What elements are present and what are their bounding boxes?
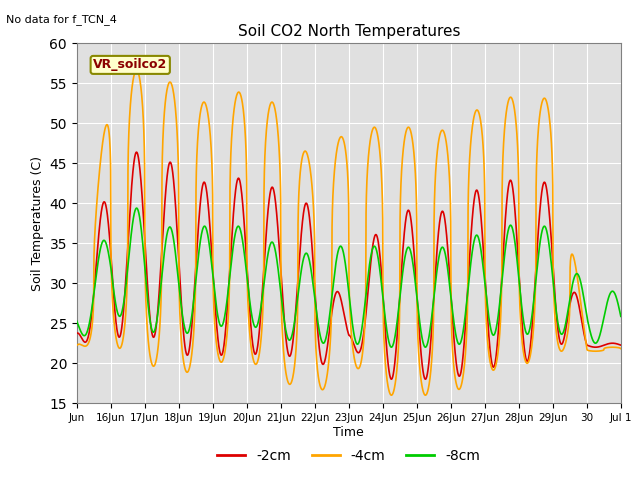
Text: VR_soilco2: VR_soilco2 xyxy=(93,59,168,72)
X-axis label: Time: Time xyxy=(333,426,364,439)
Y-axis label: Soil Temperatures (C): Soil Temperatures (C) xyxy=(31,156,44,291)
Text: No data for f_TCN_4: No data for f_TCN_4 xyxy=(6,14,117,25)
Title: Soil CO2 North Temperatures: Soil CO2 North Temperatures xyxy=(237,24,460,39)
Legend: -2cm, -4cm, -8cm: -2cm, -4cm, -8cm xyxy=(212,443,486,468)
